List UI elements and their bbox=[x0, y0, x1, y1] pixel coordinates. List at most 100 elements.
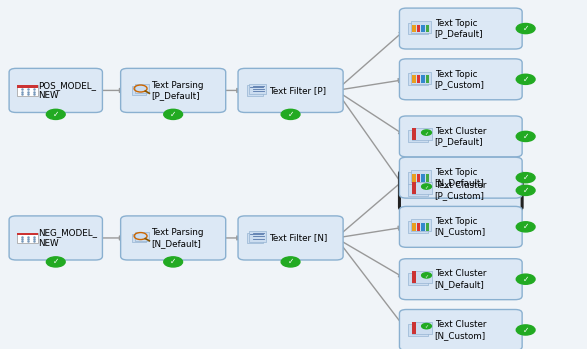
FancyBboxPatch shape bbox=[426, 75, 430, 83]
Circle shape bbox=[517, 23, 535, 34]
FancyBboxPatch shape bbox=[399, 206, 522, 247]
FancyBboxPatch shape bbox=[417, 223, 420, 231]
FancyBboxPatch shape bbox=[411, 170, 431, 182]
Circle shape bbox=[46, 109, 65, 119]
Circle shape bbox=[517, 173, 535, 183]
Text: ✓: ✓ bbox=[170, 258, 176, 266]
Text: ✓: ✓ bbox=[53, 258, 59, 266]
FancyBboxPatch shape bbox=[412, 75, 416, 83]
FancyBboxPatch shape bbox=[412, 182, 431, 194]
FancyBboxPatch shape bbox=[409, 221, 428, 233]
FancyBboxPatch shape bbox=[17, 232, 39, 243]
FancyBboxPatch shape bbox=[417, 174, 420, 181]
FancyBboxPatch shape bbox=[412, 174, 416, 181]
FancyBboxPatch shape bbox=[409, 172, 428, 184]
FancyBboxPatch shape bbox=[399, 116, 522, 157]
Text: NEG_MODEL_
NEW: NEG_MODEL_ NEW bbox=[39, 228, 97, 248]
FancyBboxPatch shape bbox=[17, 85, 39, 96]
Text: ✓: ✓ bbox=[424, 273, 429, 278]
Circle shape bbox=[517, 74, 535, 84]
FancyBboxPatch shape bbox=[411, 220, 431, 231]
FancyBboxPatch shape bbox=[120, 216, 225, 260]
Text: ✓: ✓ bbox=[522, 132, 529, 141]
FancyBboxPatch shape bbox=[17, 232, 39, 236]
Circle shape bbox=[281, 257, 300, 267]
Text: Text Parsing
[P_Default]: Text Parsing [P_Default] bbox=[151, 81, 204, 100]
FancyBboxPatch shape bbox=[409, 131, 428, 142]
FancyBboxPatch shape bbox=[409, 273, 428, 285]
FancyBboxPatch shape bbox=[238, 216, 343, 260]
FancyBboxPatch shape bbox=[399, 259, 522, 300]
Circle shape bbox=[517, 185, 535, 195]
Circle shape bbox=[46, 257, 65, 267]
Text: ✓: ✓ bbox=[424, 184, 429, 189]
FancyBboxPatch shape bbox=[412, 271, 416, 283]
Text: ✓: ✓ bbox=[288, 110, 294, 119]
Text: Text Cluster
[N_Default]: Text Cluster [N_Default] bbox=[434, 269, 486, 289]
Text: Text Topic
[N_Default]: Text Topic [N_Default] bbox=[434, 168, 484, 187]
Circle shape bbox=[421, 184, 431, 189]
Circle shape bbox=[164, 109, 183, 119]
FancyBboxPatch shape bbox=[412, 128, 431, 140]
FancyBboxPatch shape bbox=[412, 223, 416, 231]
FancyBboxPatch shape bbox=[409, 184, 428, 196]
FancyBboxPatch shape bbox=[399, 59, 522, 100]
FancyBboxPatch shape bbox=[409, 324, 428, 336]
Text: ✓: ✓ bbox=[522, 75, 529, 84]
FancyBboxPatch shape bbox=[9, 216, 102, 260]
Text: Text Filter [P]: Text Filter [P] bbox=[269, 86, 326, 95]
FancyBboxPatch shape bbox=[421, 174, 425, 181]
FancyBboxPatch shape bbox=[426, 25, 430, 32]
Text: ✓: ✓ bbox=[424, 324, 429, 329]
FancyBboxPatch shape bbox=[135, 232, 149, 241]
Circle shape bbox=[517, 325, 535, 335]
FancyBboxPatch shape bbox=[132, 233, 146, 243]
Text: ✓: ✓ bbox=[522, 186, 529, 195]
FancyBboxPatch shape bbox=[421, 75, 425, 83]
Text: ✓: ✓ bbox=[522, 222, 529, 231]
Text: Text Topic
[P_Default]: Text Topic [P_Default] bbox=[434, 19, 483, 38]
Text: ✓: ✓ bbox=[522, 275, 529, 284]
Text: Text Topic
[N_Custom]: Text Topic [N_Custom] bbox=[434, 217, 486, 237]
Circle shape bbox=[517, 274, 535, 284]
FancyBboxPatch shape bbox=[409, 23, 428, 35]
FancyBboxPatch shape bbox=[249, 84, 266, 95]
FancyBboxPatch shape bbox=[421, 25, 425, 32]
FancyBboxPatch shape bbox=[399, 8, 522, 49]
Text: ✓: ✓ bbox=[288, 258, 294, 266]
Text: Text Cluster
[P_Default]: Text Cluster [P_Default] bbox=[434, 127, 486, 146]
FancyBboxPatch shape bbox=[417, 75, 420, 83]
FancyBboxPatch shape bbox=[135, 84, 149, 93]
FancyBboxPatch shape bbox=[412, 271, 431, 283]
FancyBboxPatch shape bbox=[412, 322, 416, 334]
FancyBboxPatch shape bbox=[132, 86, 146, 95]
FancyBboxPatch shape bbox=[412, 182, 416, 194]
FancyBboxPatch shape bbox=[247, 232, 263, 243]
FancyBboxPatch shape bbox=[399, 310, 522, 349]
Text: ✓: ✓ bbox=[53, 110, 59, 119]
FancyBboxPatch shape bbox=[249, 231, 266, 242]
Circle shape bbox=[421, 273, 431, 278]
FancyBboxPatch shape bbox=[412, 128, 416, 140]
Text: Text Topic
[P_Custom]: Text Topic [P_Custom] bbox=[434, 69, 485, 89]
Text: ✓: ✓ bbox=[522, 173, 529, 182]
FancyBboxPatch shape bbox=[411, 21, 431, 33]
Text: ✓: ✓ bbox=[522, 326, 529, 334]
FancyBboxPatch shape bbox=[412, 25, 416, 32]
Circle shape bbox=[421, 130, 431, 135]
FancyBboxPatch shape bbox=[9, 68, 102, 112]
Circle shape bbox=[517, 222, 535, 232]
FancyBboxPatch shape bbox=[238, 68, 343, 112]
Text: Text Parsing
[N_Default]: Text Parsing [N_Default] bbox=[151, 228, 204, 248]
Text: Text Cluster
[N_Custom]: Text Cluster [N_Custom] bbox=[434, 320, 486, 340]
FancyBboxPatch shape bbox=[120, 68, 225, 112]
Circle shape bbox=[421, 324, 431, 329]
Circle shape bbox=[164, 257, 183, 267]
FancyBboxPatch shape bbox=[247, 85, 263, 96]
FancyBboxPatch shape bbox=[421, 223, 425, 231]
FancyBboxPatch shape bbox=[426, 223, 430, 231]
Text: ✓: ✓ bbox=[170, 110, 176, 119]
FancyBboxPatch shape bbox=[409, 73, 428, 85]
FancyBboxPatch shape bbox=[412, 322, 431, 334]
FancyBboxPatch shape bbox=[426, 174, 430, 181]
